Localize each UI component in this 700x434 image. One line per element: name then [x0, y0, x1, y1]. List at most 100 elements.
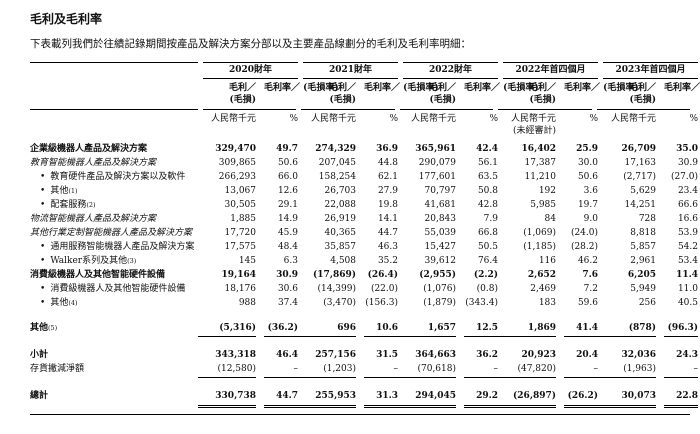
row-group: 116 46.2 [498, 254, 598, 268]
cell-value: 274,329 [315, 144, 356, 154]
cell-pct: 31.3 [364, 389, 398, 408]
page-title: 毛利及毛利率 [30, 12, 103, 26]
cell-value: 19,164 [221, 270, 256, 280]
row-group: (12,580) – [198, 362, 298, 378]
cell-value: 5,629 [630, 186, 656, 196]
cell-pct: 53.9 [677, 228, 698, 238]
row-label-text: 教育智能機器人產品及解決方案 [30, 158, 157, 168]
cell-value: (878) [598, 321, 656, 337]
row-label: 存貨撇減淨額 [30, 362, 198, 376]
row-label: • 其他 (1) [40, 186, 78, 196]
row-label-text: 教育硬件產品及解決方案以及軟件 [50, 172, 186, 182]
cell-pct: 42.4 [476, 144, 498, 154]
cell-pct: 24.3 [676, 350, 698, 360]
cell-pct: 29.1 [277, 200, 298, 210]
subheader-group: 毛利／ (毛損) 毛利率／ (毛損率) [398, 82, 539, 106]
cell-pct: 50.5 [477, 242, 498, 252]
header-rule-segment [596, 109, 691, 110]
row-label: • 消費級機器人及其他智能硬件設備 [30, 282, 198, 296]
cell-value: (1,069) [523, 228, 556, 238]
cell-pct: 36.9 [376, 144, 398, 154]
row-group: (47,820) – [498, 362, 598, 378]
row-label-text: 其他行業定制智能機器人產品及解決方案 [30, 228, 193, 238]
cell-value: 17,387 [524, 158, 557, 168]
cell-value: 329,470 [215, 144, 256, 154]
cell-value: 145 [238, 256, 256, 266]
gross-profit-table: 2020財年 2021財年 2022財年 2022年首四個月 2023年首四個月 毛利／ … [30, 62, 700, 415]
cell-pct: 19.8 [377, 200, 398, 210]
unit-percent: % [389, 114, 398, 124]
table-row: • 其他 (4) 988 37.4 (3,470) (156.3) (1,879) (343.4… [30, 296, 698, 310]
cell-value: 40,365 [324, 228, 357, 238]
row-group: 988 37.4 [198, 296, 298, 310]
cell-value: (5,316) [198, 321, 256, 337]
row-group: 8,818 53.9 [598, 226, 698, 240]
cell-value: 55,039 [424, 228, 457, 238]
cell-value: 256 [638, 298, 656, 308]
cell-pct: 48.4 [277, 242, 298, 252]
column-group-header: 2021財年 [298, 62, 398, 79]
cell-pct: 63.5 [477, 172, 498, 182]
cell-pct: 53.4 [677, 256, 698, 266]
cell-value: 39,612 [424, 256, 457, 266]
unit-percent: % [689, 114, 698, 124]
header-rule-segment [30, 109, 198, 110]
cell-pct: 22.8 [664, 389, 698, 408]
column-group-header: 2022年首四個月 [498, 62, 598, 79]
row-group: 39,612 76.4 [398, 254, 499, 268]
cell-value: (1,185) [523, 242, 556, 252]
row-group: (878) (96.3) [598, 321, 698, 337]
row-group: 6,205 11.4 [598, 268, 698, 282]
row-group: 5,985 19.7 [498, 198, 598, 212]
cell-value: 26,703 [324, 186, 357, 196]
row-label: • 教育硬件產品及解決方案以及軟件 [30, 170, 198, 184]
page-subtitle: 下表載列我們於往績記錄期間按產品及解決方案分部以及主要產品線劃分的毛利及毛利率明… [30, 38, 471, 50]
cell-value: 32,036 [621, 350, 656, 360]
row-group: 343,318 46.4 [198, 348, 298, 362]
bullet-icon: • [40, 242, 46, 252]
table-row: • 配套服務 (2) 30,505 29.1 22,088 19.8 41,681 42.8 5,… [30, 198, 698, 212]
row-group: 35,857 46.3 [298, 240, 399, 254]
cell-pct: 20.4 [576, 350, 598, 360]
column-group-title: 2022年首四個月 [503, 62, 598, 79]
row-label-text: 通用服務智能機器人產品及解決方案 [50, 242, 195, 252]
cell-value: 364,663 [415, 350, 456, 360]
row-group: 26,703 27.9 [298, 184, 399, 198]
row-group: 17,387 30.0 [498, 156, 599, 170]
cell-value: (1,076) [423, 284, 456, 294]
cell-pct: 7.9 [483, 214, 498, 224]
cell-value: (2,717) [623, 172, 656, 182]
cell-pct: 14.9 [277, 214, 298, 224]
subheader-group: 毛利／ (毛損) 毛利率／ (毛損率) [298, 82, 439, 106]
cell-pct: 40.5 [677, 298, 698, 308]
table-row: 企業級機器人產品及解決方案 329,470 49.7 274,329 36.9 365,9… [30, 142, 698, 156]
column-group-title: 2020財年 [203, 62, 298, 79]
header-rule-segment [203, 109, 297, 110]
table-row: • 消費級機器人及其他智能硬件設備 18,176 30.6 (14,399) (22.0)… [30, 282, 698, 296]
row-label: • Walker系列及其他 (3) [40, 256, 137, 266]
unit-currency: 人民幣千元 [610, 114, 656, 124]
cell-value: 5,985 [530, 200, 556, 210]
row-label: • 通用服務智能機器人產品及解決方案 [30, 240, 198, 254]
table-row: 其他 (5) (5,316) (36.2) 696 10.6 1,657 12.5 1,869 4… [30, 321, 698, 337]
subheader-value: 毛利／ (毛損) [628, 83, 656, 105]
cell-pct: 9.0 [583, 214, 598, 224]
row-group: 309,865 50.6 [198, 156, 298, 170]
subheader-value: 毛利／ (毛損) [328, 83, 356, 105]
cell-value: 266,293 [218, 172, 256, 182]
cell-value: 207,045 [318, 158, 356, 168]
table-row: 其他行業定制智能機器人產品及解決方案 17,720 45.9 40,365 44.7 55… [30, 226, 698, 240]
subheader-value: 毛利／ (毛損) [428, 83, 456, 105]
cell-pct: 66.8 [477, 228, 498, 238]
row-group: 5,949 11.0 [598, 282, 698, 296]
units-group: 人民幣千元% [298, 113, 398, 125]
row-group: (2,955) (2.2) [398, 268, 498, 282]
table-row: 小計 343,318 46.4 257,156 31.5 364,663 36.2 20,92… [30, 348, 698, 362]
cell-value: 116 [538, 256, 556, 266]
row-label: 小計 [30, 348, 198, 362]
cell-pct: (28.2) [570, 242, 598, 252]
row-group: 22,088 19.8 [298, 198, 399, 212]
cell-pct: 10.6 [364, 321, 398, 337]
table-units-row: 人民幣千元% 人民幣千元% 人民幣千元% 人民幣千元 (未經審計)% 人民幣千元% [30, 113, 698, 137]
row-group: 2,961 53.4 [598, 254, 698, 268]
